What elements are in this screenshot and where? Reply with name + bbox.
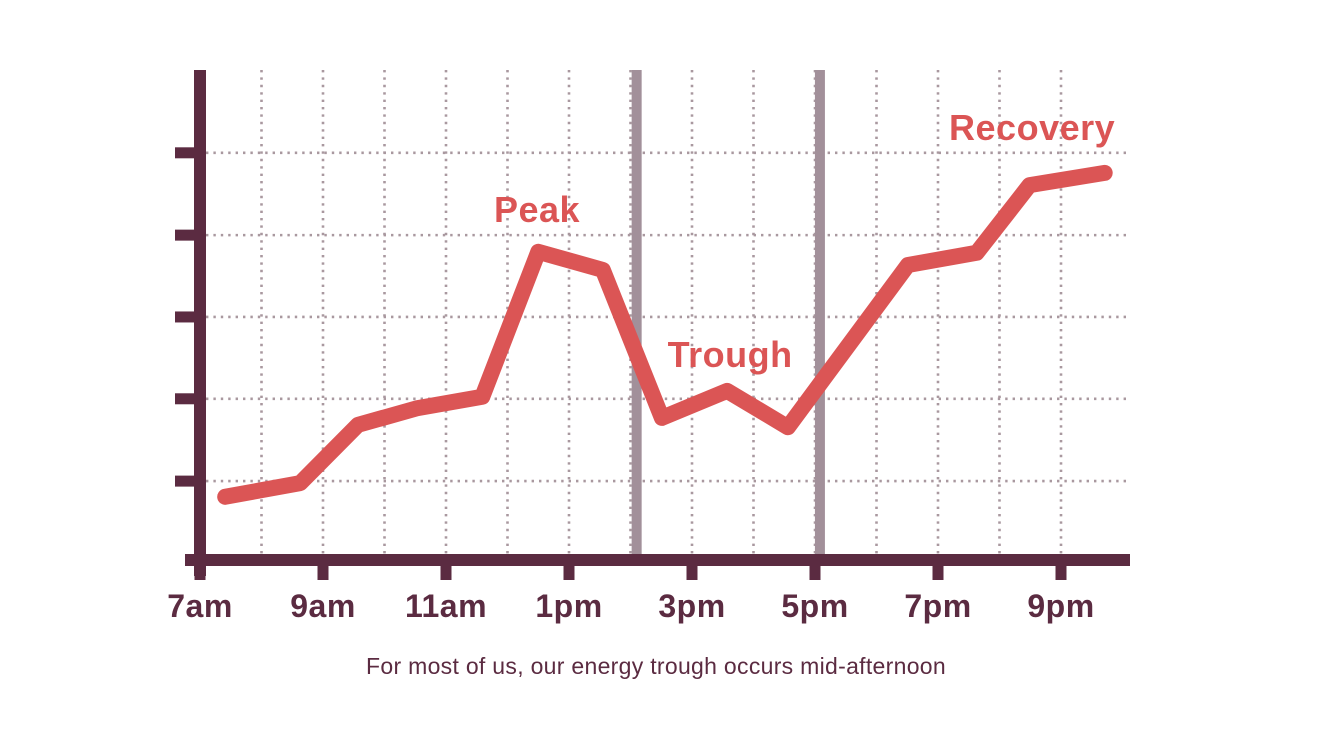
y-axis-tick (175, 475, 194, 487)
chart-caption: For most of us, our energy trough occurs… (366, 653, 946, 679)
annotation-peak: Peak (494, 189, 581, 230)
axis-ticks (175, 147, 1067, 580)
x-axis-label: 9am (290, 588, 356, 624)
x-axis-label: 1pm (535, 588, 602, 624)
x-axis-tick (932, 564, 944, 580)
x-axis (185, 554, 1130, 566)
y-axis-tick (175, 393, 194, 405)
x-axis-label: 3pm (658, 588, 725, 624)
x-axis-label: 5pm (781, 588, 848, 624)
x-axis-tick (809, 564, 821, 580)
annotations: Peak Trough Recovery (494, 107, 1115, 375)
trough-window-bar (814, 70, 825, 560)
x-axis-tick (194, 564, 206, 580)
annotation-recovery: Recovery (949, 107, 1115, 148)
energy-line (217, 164, 1113, 505)
horizontal-gridlines (206, 151, 1130, 483)
x-axis-tick (1055, 564, 1067, 580)
annotation-trough: Trough (668, 334, 793, 375)
x-axis-label: 11am (405, 588, 487, 624)
x-axis-tick (563, 564, 575, 580)
x-axis-label: 9pm (1027, 588, 1094, 624)
x-axis-label: 7pm (904, 588, 971, 624)
vertical-gridlines (260, 70, 1063, 554)
x-axis-tick (440, 564, 452, 580)
x-axis-tick (686, 564, 698, 580)
x-axis-labels: 7am 9am 11am 1pm 3pm 5pm 7pm 9pm (167, 588, 1094, 624)
y-axis-tick (175, 311, 194, 323)
x-axis-label: 7am (167, 588, 233, 624)
x-axis-tick (317, 564, 329, 580)
y-axis-tick (175, 229, 194, 241)
trough-window-bar (631, 70, 642, 560)
energy-line-series (217, 164, 1113, 505)
axes (185, 70, 1130, 576)
trough-window-bars (631, 70, 825, 560)
y-axis (194, 70, 206, 576)
y-axis-tick (175, 147, 194, 159)
